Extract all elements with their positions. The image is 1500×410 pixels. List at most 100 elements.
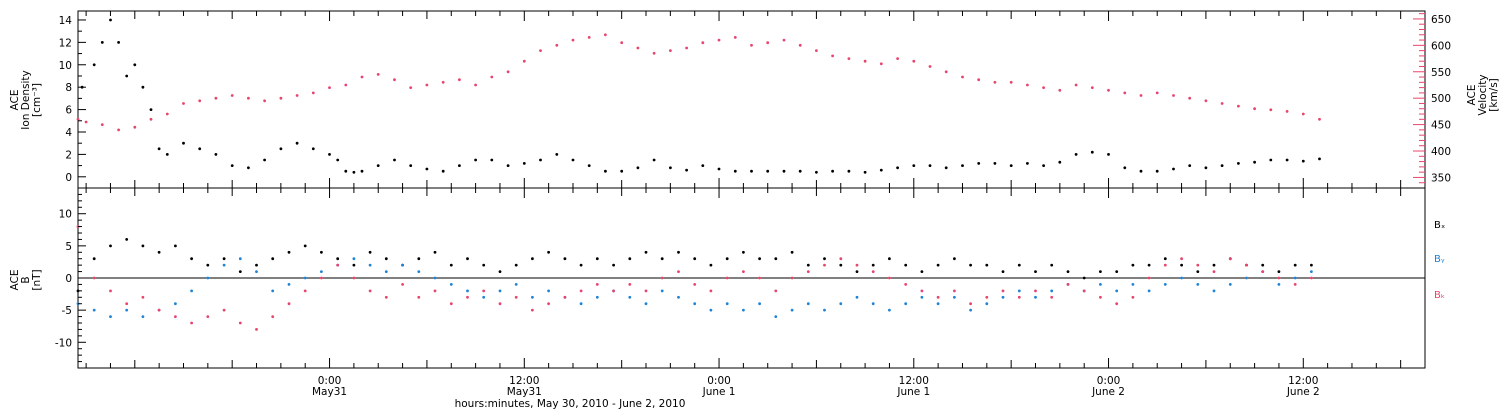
bx-point [579, 263, 583, 267]
velocity-point [1172, 94, 1175, 97]
by-point [1196, 283, 1200, 286]
velocity-axis-title-line3: [km/s] [1488, 78, 1500, 112]
time-tick-label: 12:00 [509, 375, 539, 387]
bz-point [693, 283, 697, 286]
velocity-point [993, 80, 997, 84]
density-point [141, 85, 145, 89]
by-point [109, 315, 112, 318]
density-point [782, 169, 786, 173]
by-point [628, 295, 632, 299]
velocity-point [1090, 86, 1094, 89]
bz-point [1131, 295, 1135, 299]
bx-point [563, 257, 567, 261]
velocity-point [815, 49, 818, 52]
bx-point [1212, 263, 1216, 267]
bz-point [417, 295, 421, 299]
bx-point [222, 257, 226, 261]
by-point [595, 295, 599, 299]
by-point [969, 308, 972, 312]
velocity-point [441, 80, 445, 84]
by-point [255, 270, 258, 273]
time-tick-label: 12:00 [899, 375, 929, 387]
velocity-point [409, 86, 413, 89]
density-point [701, 164, 705, 168]
velocity-point [279, 96, 283, 100]
by-point [1099, 283, 1102, 286]
density-point [247, 166, 250, 170]
density-point [847, 169, 851, 173]
velocity-point [831, 54, 834, 58]
density-point [409, 164, 413, 168]
density-point [798, 169, 802, 173]
bz-point [352, 276, 356, 280]
velocity-point [879, 62, 883, 66]
density-point [311, 147, 315, 151]
bz-point [109, 289, 112, 293]
velocity-point [912, 59, 916, 63]
bx-point [498, 270, 502, 273]
by-point [660, 289, 664, 293]
by-point [644, 302, 648, 306]
bz-point [466, 295, 469, 299]
legend-bx: Bₓ [1434, 220, 1445, 231]
bx-point [888, 257, 891, 261]
legend-bz: Bₖ [1434, 290, 1445, 301]
velocity-point [1139, 94, 1143, 97]
bz-point [1310, 276, 1313, 280]
velocity-point [620, 41, 624, 45]
bz-point [190, 321, 194, 325]
bx-point [871, 263, 875, 267]
panel-frames [77, 10, 1426, 369]
velocity-point [344, 83, 348, 87]
velocity-point [798, 43, 802, 47]
velocity-point [1009, 80, 1013, 84]
bx-point [547, 250, 550, 254]
velocity-point [1318, 117, 1321, 121]
velocity-point [165, 112, 169, 116]
density-point [620, 169, 624, 173]
velocity-point [263, 99, 266, 103]
bx-point [1115, 270, 1119, 273]
by-point [1293, 276, 1297, 280]
bz-point [660, 276, 664, 280]
bx-point [206, 263, 210, 267]
velocity-axis: 350 400 450 500 550 600 650 [1413, 13, 1451, 184]
by-point [985, 302, 989, 306]
velocity-axis-title-line2: Velocity [1477, 74, 1489, 115]
density-point [685, 168, 688, 172]
density-point [652, 158, 656, 162]
density-tick-label: 2 [65, 149, 72, 161]
density-point [100, 41, 104, 44]
by-point [514, 283, 518, 286]
velocity-point [522, 59, 526, 63]
density-point [133, 63, 137, 67]
density-axis-title-line2: Ion Density [20, 70, 32, 129]
bx-point [368, 250, 372, 254]
field-tick-label: -10 [55, 337, 72, 349]
bx-point [238, 270, 242, 273]
density-point [328, 153, 331, 156]
density-point [92, 63, 96, 67]
by-point [1034, 295, 1037, 299]
by-point [190, 289, 194, 293]
bx-point [1310, 263, 1313, 267]
bz-point [287, 302, 291, 306]
bz-point [1163, 263, 1167, 267]
bx-point [1163, 257, 1167, 261]
magnetic-field-axis-title-line3: [nT] [31, 269, 43, 290]
density-point [522, 162, 526, 165]
velocity-point [766, 41, 770, 45]
bx-point [644, 250, 648, 254]
by-point [579, 302, 583, 306]
by-point [1228, 283, 1232, 286]
by-point [417, 270, 421, 273]
density-tick-label: 4 [65, 127, 72, 139]
velocity-point [669, 49, 672, 52]
density-point [717, 167, 721, 171]
bz-point [628, 283, 632, 286]
velocity-point [1285, 110, 1289, 113]
by-point [125, 308, 129, 312]
by-point [384, 270, 388, 273]
velocity-tick-label: 500 [1431, 93, 1451, 105]
